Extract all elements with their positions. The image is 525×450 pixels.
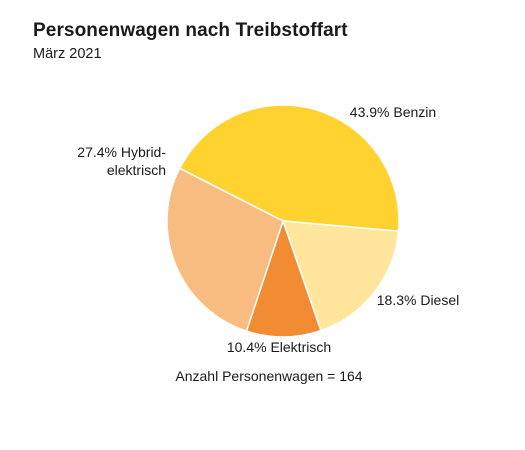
slice-label-line: elektrisch <box>107 162 166 178</box>
slice-label-diesel: 18.3% Diesel <box>377 292 460 308</box>
chart-title: Personenwagen nach Treibstoffart <box>33 20 348 41</box>
slice-label-hybrid-elektrisch: 27.4% Hybrid-elektrisch <box>77 144 166 178</box>
slice-label-elektrisch: 10.4% Elektrisch <box>227 339 331 355</box>
slice-label-line: 43.9% Benzin <box>350 104 436 120</box>
slice-label-benzin: 43.9% Benzin <box>350 104 436 120</box>
slice-label-line: 18.3% Diesel <box>377 292 460 308</box>
pie-slice-hybrid-elektrisch <box>166 167 284 333</box>
chart-footnote: Anzahl Personenwagen = 164 <box>175 368 362 384</box>
pie-slice-elektrisch <box>245 218 322 338</box>
slice-label-line: 10.4% Elektrisch <box>227 339 331 355</box>
chart-subtitle: März 2021 <box>33 46 102 62</box>
slice-label-line: 27.4% Hybrid- <box>77 144 166 160</box>
pie-slice-benzin <box>178 104 400 233</box>
